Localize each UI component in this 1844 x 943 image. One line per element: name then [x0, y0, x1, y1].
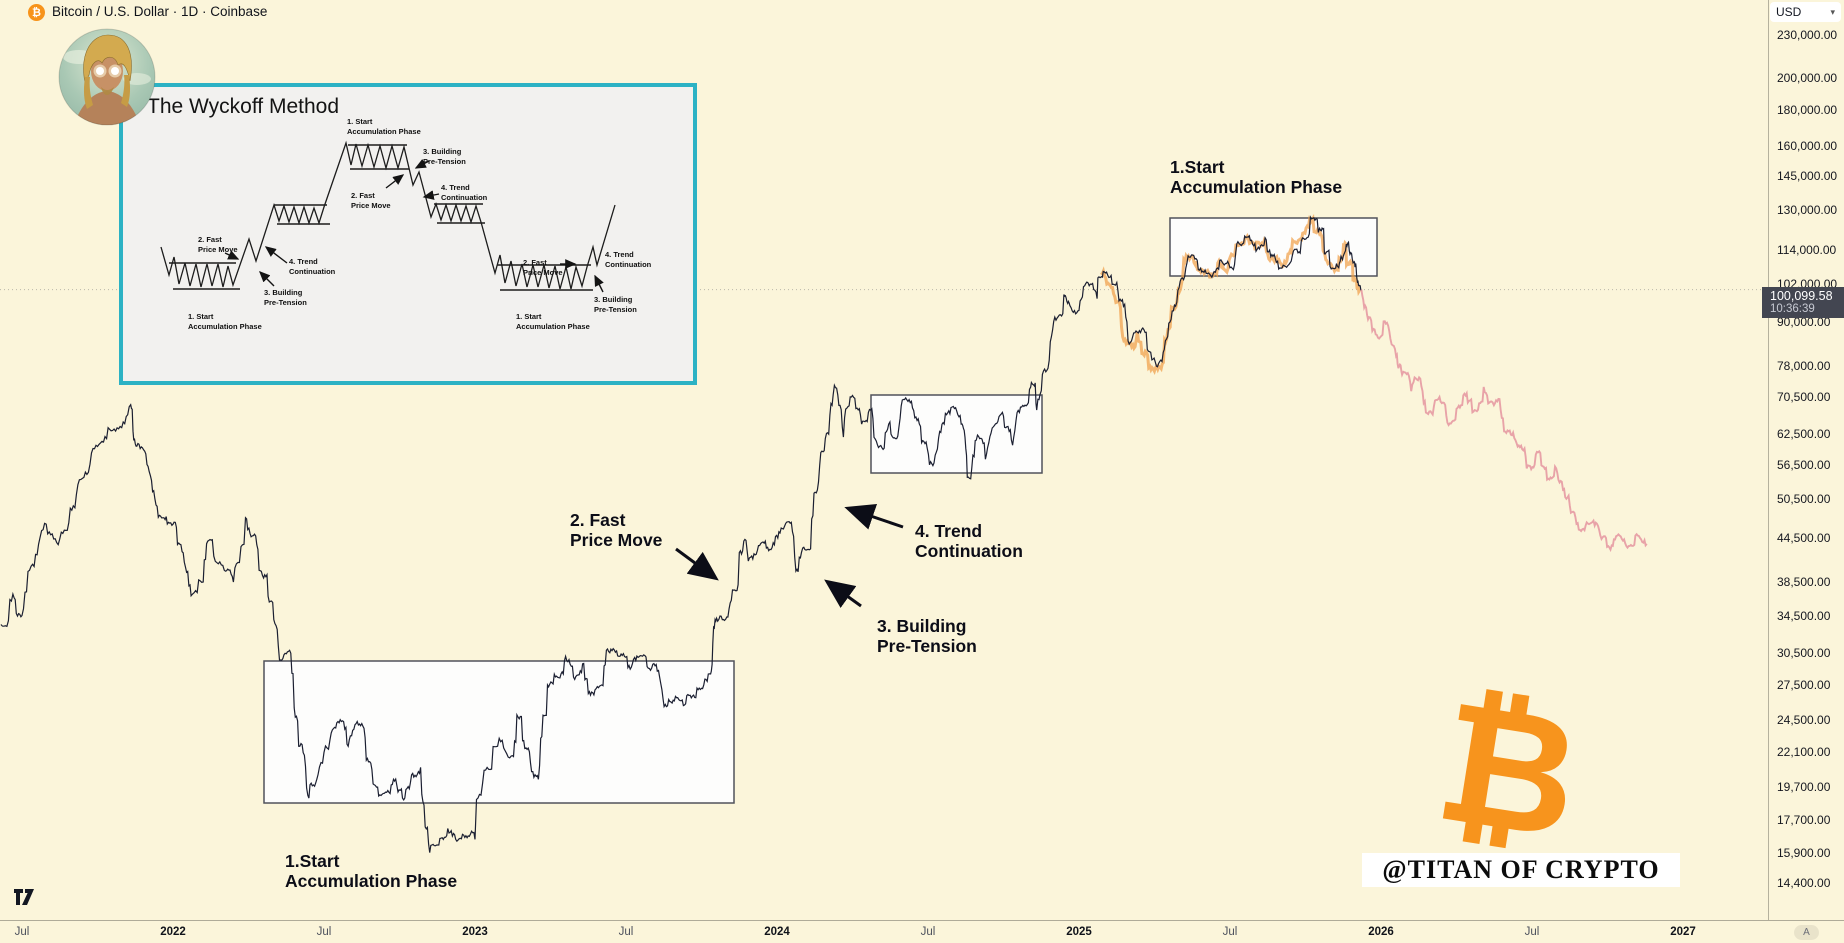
price-tick-14400: 14,400.00 — [1777, 876, 1831, 890]
price-tick-22100: 22,100.00 — [1777, 745, 1831, 759]
inset-title: The Wyckoff Method — [147, 95, 340, 118]
wyckoff-label-arrows — [224, 159, 604, 293]
time-axis[interactable]: Jul 2022 Jul 2023 Jul 2024 Jul 2025 Jul 2026 Jul 20… — [0, 920, 1844, 943]
wyckoff-diagram — [160, 140, 616, 293]
time-tick-Jul-2024.5: Jul — [920, 926, 936, 938]
inset-phase-label-p1-0: 1. Start Accumulation Phase — [347, 117, 421, 136]
bar-countdown: 10:36:39 — [1770, 303, 1815, 315]
price-tick-44500: 44,500.00 — [1777, 531, 1831, 545]
inset-phase-label-p3-6: 3. Building Pre-Tension — [264, 288, 307, 307]
inset-phase-label-p1-11: 1. Start Accumulation Phase — [516, 312, 590, 331]
range-box-2[interactable] — [870, 394, 1043, 474]
bitcoin-watermark-logo: ₿ — [1425, 662, 1592, 878]
price-tick-78000: 78,000.00 — [1777, 359, 1831, 373]
time-tick-Jul-2023.5: Jul — [618, 926, 634, 938]
projected-price-line — [1360, 289, 1648, 553]
time-tick-Jul-2022.5: Jul — [316, 926, 332, 938]
time-tick-2027-2027: 2027 — [1670, 926, 1696, 938]
inset-phase-label-p2-4: 2. Fast Price Move — [198, 235, 238, 254]
avatar — [58, 28, 156, 126]
titan-of-crypto-handle: @TITAN OF CRYPTO — [1362, 853, 1680, 887]
price-tick-62500: 62,500.00 — [1777, 427, 1831, 441]
price-axis[interactable]: 230,000.00 200,000.00 180,000.00 160,000.00… — [1768, 0, 1844, 920]
range-box-1[interactable] — [263, 660, 735, 804]
price-tick-30500: 30,500.00 — [1777, 646, 1831, 660]
inset-phase-label-p2-8: 2. Fast Price Move — [523, 258, 563, 277]
inset-phase-label-p3-10: 3. Building Pre-Tension — [594, 295, 637, 314]
currency-selected-value: USD — [1776, 5, 1802, 19]
chart-header: ₿ Bitcoin / U.S. Dollar · 1D · Coinbase — [0, 0, 1768, 24]
price-tick-230000: 230,000.00 — [1777, 28, 1838, 42]
time-tick-Jul-2021.5: Jul — [14, 926, 30, 938]
bitcoin-symbol-icon: ₿ — [28, 4, 45, 21]
inset-phase-label-p4-5: 4. Trend Continuation — [289, 257, 336, 276]
annotation-trend-continuation[interactable]: 4. Trend Continuation — [915, 521, 1023, 562]
price-tick-38500: 38,500.00 — [1777, 575, 1831, 589]
symbol-title[interactable]: Bitcoin / U.S. Dollar · 1D · Coinbase — [52, 4, 268, 19]
inset-phase-label-p3-1: 3. Building Pre-Tension — [423, 147, 466, 166]
annotation-fast-price-move[interactable]: 2. Fast Price Move — [570, 510, 663, 551]
price-tick-24500: 24,500.00 — [1777, 713, 1831, 727]
price-tick-145000: 145,000.00 — [1777, 169, 1838, 183]
chevron-down-icon: ▾ — [1830, 6, 1835, 17]
time-tick-Jul-2026.5: Jul — [1524, 926, 1540, 938]
price-tick-90000: 90,000.00 — [1777, 315, 1831, 329]
price-tick-56500: 56,500.00 — [1777, 458, 1831, 472]
tradingview-logo[interactable] — [13, 888, 39, 906]
time-tick-2025-2025: 2025 — [1066, 926, 1092, 938]
price-tick-27500: 27,500.00 — [1777, 678, 1831, 692]
time-tick-Jul-2025.5: Jul — [1222, 926, 1238, 938]
inset-phase-label-p2-3: 2. Fast Price Move — [351, 191, 391, 210]
price-tick-180000: 180,000.00 — [1777, 103, 1838, 117]
inset-phase-label-p4-9: 4. Trend Continuation — [605, 250, 652, 269]
time-tick-2022-2022: 2022 — [160, 926, 186, 938]
price-tick-34500: 34,500.00 — [1777, 609, 1831, 623]
avatar-glowing-eye — [96, 67, 104, 75]
price-tick-130000: 130,000.00 — [1777, 203, 1838, 217]
wyckoff-zigzag-line — [160, 140, 616, 290]
current-price-value: 100,099.58 — [1770, 289, 1833, 303]
inset-phase-label-p1-7: 1. Start Accumulation Phase — [188, 312, 262, 331]
time-tick-2024-2024: 2024 — [764, 926, 790, 938]
price-tick-19700: 19,700.00 — [1777, 780, 1831, 794]
price-tick-114000: 114,000.00 — [1777, 243, 1837, 257]
avatar-glowing-eye — [111, 67, 119, 75]
avatar-hair — [83, 34, 132, 84]
btcusd-price-line — [0, 215, 1362, 853]
wyckoff-range-rails — [169, 144, 593, 291]
price-tick-160000: 160,000.00 — [1777, 139, 1838, 153]
ghost-feed-overlay — [1100, 214, 1361, 375]
wyckoff-method-inset[interactable]: The Wyckoff Method 1. Start Accumulation… — [119, 83, 697, 385]
annotation-building-pre-tension[interactable]: 3. Building Pre-Tension — [877, 616, 977, 657]
price-tick-200000: 200,000.00 — [1777, 71, 1838, 85]
price-tick-17700: 17,700.00 — [1777, 813, 1831, 827]
inset-phase-label-p4-2: 4. Trend Continuation — [441, 183, 488, 202]
price-tick-70500: 70,500.00 — [1777, 390, 1831, 404]
auto-scale-button[interactable]: A — [1794, 925, 1819, 940]
price-tick-50500: 50,500.00 — [1777, 492, 1831, 506]
annotation-start-accumulation-top[interactable]: 1.Start Accumulation Phase — [1170, 157, 1343, 198]
price-tick-15900: 15,900.00 — [1777, 846, 1831, 860]
time-tick-2023-2023: 2023 — [462, 926, 488, 938]
currency-selector[interactable]: USD ▾ — [1770, 2, 1841, 22]
current-price-label: 100,099.58 10:36:39 — [1762, 287, 1844, 318]
time-tick-2026-2026: 2026 — [1368, 926, 1394, 938]
annotation-start-accumulation-bottom[interactable]: 1.Start Accumulation Phase — [285, 851, 458, 892]
